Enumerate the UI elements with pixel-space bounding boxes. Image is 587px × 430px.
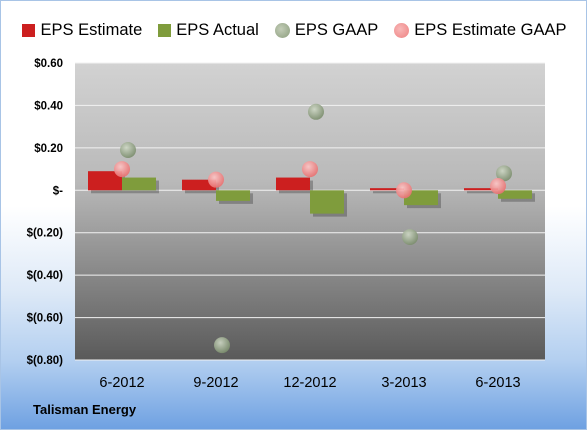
x-tick-label: 9-2012 <box>193 375 238 391</box>
bar-marks <box>88 171 535 217</box>
bar-shadow <box>467 191 501 194</box>
y-tick-label: $0.40 <box>34 100 63 112</box>
chart-legend: EPS Estimate EPS Actual EPS GAAP EPS Est… <box>1 15 586 45</box>
point-eps-estimate-gaap <box>490 178 506 195</box>
bar-eps-actual <box>310 190 344 214</box>
legend-label-eps-gaap: EPS GAAP <box>294 20 379 39</box>
point-eps-estimate-gaap <box>114 161 130 178</box>
legend-label-eps-estimate: EPS Estimate <box>40 20 143 39</box>
bar-eps-actual <box>498 190 532 199</box>
bar-eps-estimate <box>182 179 216 191</box>
legend-item-eps-actual: EPS Actual <box>158 21 259 40</box>
bar-shadow <box>373 191 407 194</box>
legend-swatch-eps-estimate-gaap <box>394 22 410 38</box>
point-eps-estimate-gaap <box>396 182 412 199</box>
bar-eps-actual <box>404 190 438 206</box>
legend-label-eps-actual: EPS Actual <box>176 20 259 39</box>
bar-eps-actual <box>122 177 156 191</box>
point-eps-gaap <box>214 337 230 354</box>
y-tick-label: $0.20 <box>34 143 63 155</box>
bar-eps-estimate <box>88 171 122 191</box>
legend-item-eps-estimate: EPS Estimate <box>22 21 142 40</box>
point-eps-estimate-gaap <box>208 171 224 188</box>
legend-label-eps-estimate-gaap: EPS Estimate GAAP <box>414 20 567 39</box>
y-tick-label: $0.60 <box>34 58 63 70</box>
bar-eps-estimate <box>370 188 404 191</box>
point-eps-estimate-gaap <box>302 161 318 178</box>
y-tick-label: $(0.40) <box>27 270 64 282</box>
y-axis-tick-labels: $0.60 $0.40 $0.20 $- $(0.20) $(0.40) $(0.60) $(… <box>27 58 64 367</box>
bar-eps-actual <box>216 190 250 201</box>
legend-item-eps-gaap: EPS GAAP <box>274 20 379 40</box>
x-tick-label: 6-2013 <box>475 375 520 391</box>
company-label: Talisman Energy <box>33 402 137 417</box>
legend-swatch-eps-gaap <box>274 22 290 38</box>
bar-eps-estimate <box>276 177 310 191</box>
point-eps-gaap <box>402 228 418 245</box>
y-tick-label: $(0.80) <box>27 355 64 367</box>
x-tick-label: 3-2013 <box>381 375 426 391</box>
legend-item-eps-estimate-gaap: EPS Estimate GAAP <box>394 20 567 40</box>
legend-swatch-eps-actual <box>158 23 172 37</box>
y-tick-label: $(0.20) <box>27 228 64 240</box>
legend-swatch-eps-estimate <box>22 23 36 37</box>
x-tick-label: 6-2012 <box>99 375 144 391</box>
point-marks <box>114 103 512 354</box>
bar-eps-estimate <box>464 188 498 191</box>
x-tick-label: 12-2012 <box>283 375 336 391</box>
x-axis-tick-labels: 6-2012 9-2012 12-2012 3-2013 6-2013 <box>99 375 520 391</box>
y-tick-label: $(0.60) <box>27 313 64 325</box>
point-eps-gaap <box>496 165 512 182</box>
y-tick-label: $- <box>53 185 63 197</box>
point-eps-gaap <box>120 141 136 158</box>
point-eps-gaap <box>308 103 324 120</box>
